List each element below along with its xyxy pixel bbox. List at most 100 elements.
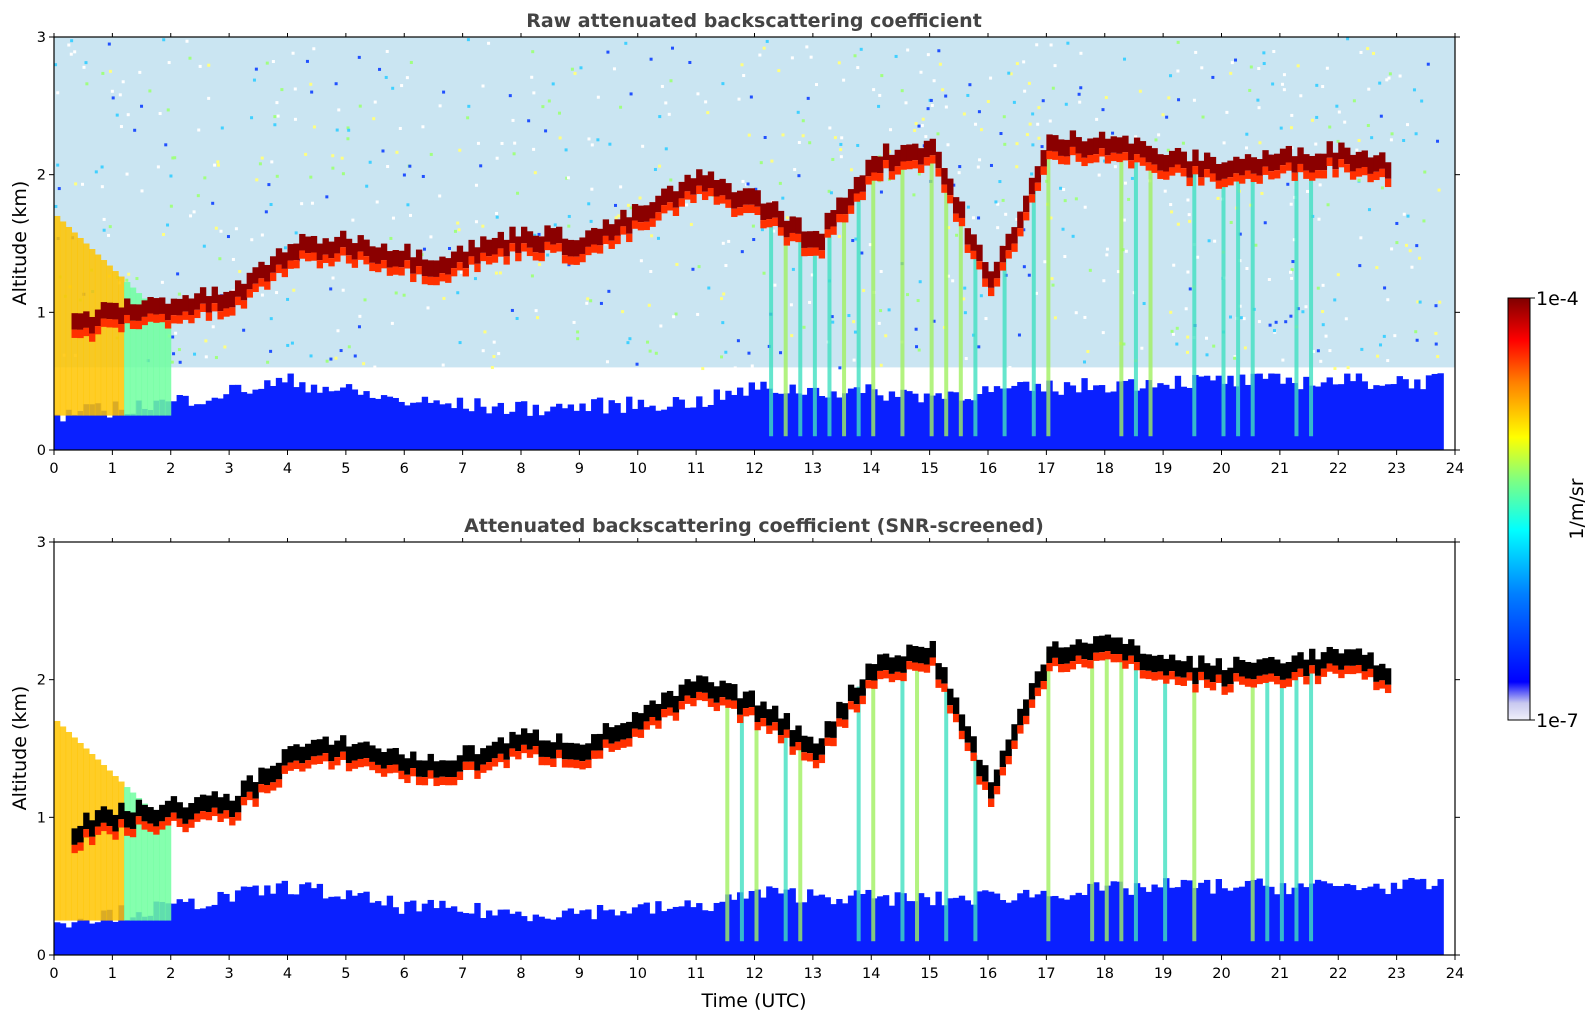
noise-dot bbox=[1211, 75, 1215, 79]
noise-dot bbox=[309, 354, 313, 358]
noise-dot bbox=[747, 133, 751, 137]
cloud-layer-edge bbox=[1355, 168, 1363, 177]
cloud-layer-edge bbox=[713, 196, 720, 205]
cloud-layer-segment bbox=[941, 667, 948, 684]
noise-dot bbox=[266, 360, 270, 364]
noise-dot bbox=[656, 236, 660, 240]
cloud-layer-segment bbox=[124, 811, 131, 828]
noise-dot bbox=[531, 50, 535, 54]
noise-dot bbox=[1437, 188, 1441, 192]
cloud-layer-segment bbox=[1285, 145, 1293, 163]
cloud-layer-segment bbox=[1314, 153, 1322, 171]
noise-dot bbox=[740, 63, 744, 67]
cloud-layer-segment bbox=[976, 244, 983, 262]
noise-dot bbox=[1008, 366, 1012, 370]
cloud-layer-edge bbox=[258, 784, 265, 793]
boundary-layer-column bbox=[544, 411, 551, 450]
cloud-layer-edge bbox=[1320, 668, 1328, 677]
boundary-layer-column bbox=[1285, 377, 1293, 450]
aerosol-plume bbox=[135, 798, 143, 921]
noise-dot bbox=[696, 92, 700, 96]
boundary-layer-column bbox=[596, 905, 604, 955]
noise-dot bbox=[254, 67, 258, 71]
noise-dot bbox=[649, 57, 653, 61]
noise-dot bbox=[1184, 307, 1188, 311]
noise-dot bbox=[904, 101, 908, 105]
noise-dot bbox=[856, 143, 860, 147]
boundary-layer-column bbox=[334, 896, 341, 955]
noise-dot bbox=[760, 228, 764, 232]
noise-dot bbox=[808, 141, 812, 145]
cloud-layer-edge bbox=[1093, 154, 1100, 163]
noise-dot bbox=[265, 61, 269, 65]
cloud-layer-edge bbox=[882, 160, 890, 169]
cloud-layer-segment bbox=[859, 175, 866, 192]
noise-dot bbox=[107, 42, 111, 46]
boundary-layer-column bbox=[293, 894, 300, 955]
x-tick-label: 4 bbox=[283, 461, 292, 477]
cloud-layer-edge bbox=[118, 819, 125, 828]
boundary-layer-column bbox=[754, 389, 761, 450]
cloud-layer-edge bbox=[217, 311, 224, 320]
cloud-layer-segment bbox=[299, 233, 306, 251]
cloud-layer-edge bbox=[1046, 150, 1053, 160]
noise-dot bbox=[932, 319, 936, 323]
noise-dot bbox=[721, 321, 725, 325]
cloud-layer-edge bbox=[678, 198, 685, 207]
noise-dot bbox=[827, 189, 831, 193]
noise-dot bbox=[674, 312, 678, 316]
boundary-layer-column bbox=[159, 399, 166, 450]
boundary-layer-column bbox=[1303, 376, 1310, 450]
boundary-layer-column bbox=[1128, 379, 1135, 450]
noise-dot bbox=[840, 136, 844, 140]
noise-dot bbox=[192, 210, 196, 214]
boundary-layer-column bbox=[865, 384, 872, 450]
cloud-layer-edge bbox=[1303, 676, 1310, 685]
noise-dot bbox=[1022, 265, 1026, 269]
noise-dot bbox=[1289, 270, 1293, 274]
boundary-layer-column bbox=[515, 911, 522, 955]
cloud-layer-edge bbox=[269, 782, 277, 791]
noise-dot bbox=[829, 191, 833, 195]
cloud-layer-segment bbox=[246, 775, 253, 792]
boundary-layer-column bbox=[1379, 888, 1386, 955]
cloud-layer-edge bbox=[439, 273, 446, 282]
cloud-layer-segment bbox=[450, 760, 458, 777]
cloud-layer-edge bbox=[1186, 672, 1193, 681]
boundary-layer-column bbox=[807, 889, 814, 955]
boundary-layer-column bbox=[1093, 385, 1100, 450]
cloud-layer-segment bbox=[433, 761, 440, 778]
noise-dot bbox=[357, 325, 361, 329]
boundary-layer-column bbox=[480, 406, 487, 450]
cloud-layer-edge bbox=[947, 705, 954, 714]
cloud-layer-edge bbox=[649, 218, 656, 227]
noise-dot bbox=[964, 357, 968, 361]
x-tick-label: 24 bbox=[1446, 461, 1464, 477]
noise-dot bbox=[1418, 256, 1422, 260]
boundary-layer-column bbox=[153, 400, 160, 450]
cloud-layer-segment bbox=[1058, 139, 1065, 156]
noise-dot bbox=[689, 222, 693, 226]
boundary-layer-column bbox=[812, 895, 820, 955]
cloud-layer-edge bbox=[433, 777, 440, 787]
noise-dot bbox=[1344, 317, 1348, 321]
cloud-layer-edge bbox=[643, 221, 650, 231]
noise-dot bbox=[1402, 212, 1406, 216]
cloud-layer-edge bbox=[375, 263, 382, 273]
boundary-layer-column bbox=[585, 411, 592, 450]
boundary-layer-column bbox=[696, 396, 703, 450]
cloud-layer-segment bbox=[521, 226, 528, 244]
noise-dot bbox=[1176, 222, 1180, 226]
cloud-layer-segment bbox=[812, 230, 820, 248]
x-tick-label: 1 bbox=[108, 461, 117, 477]
cloud-layer-segment bbox=[795, 725, 802, 743]
noise-dot bbox=[544, 129, 548, 133]
cloud-layer-edge bbox=[596, 750, 604, 759]
noise-dot bbox=[770, 159, 774, 163]
cloud-layer-edge bbox=[77, 329, 84, 339]
cloud-layer-edge bbox=[275, 264, 283, 274]
boundary-layer-column bbox=[275, 377, 283, 450]
cloud-layer-segment bbox=[952, 697, 960, 714]
cloud-layer-segment bbox=[1349, 649, 1357, 666]
noise-dot bbox=[831, 320, 835, 324]
